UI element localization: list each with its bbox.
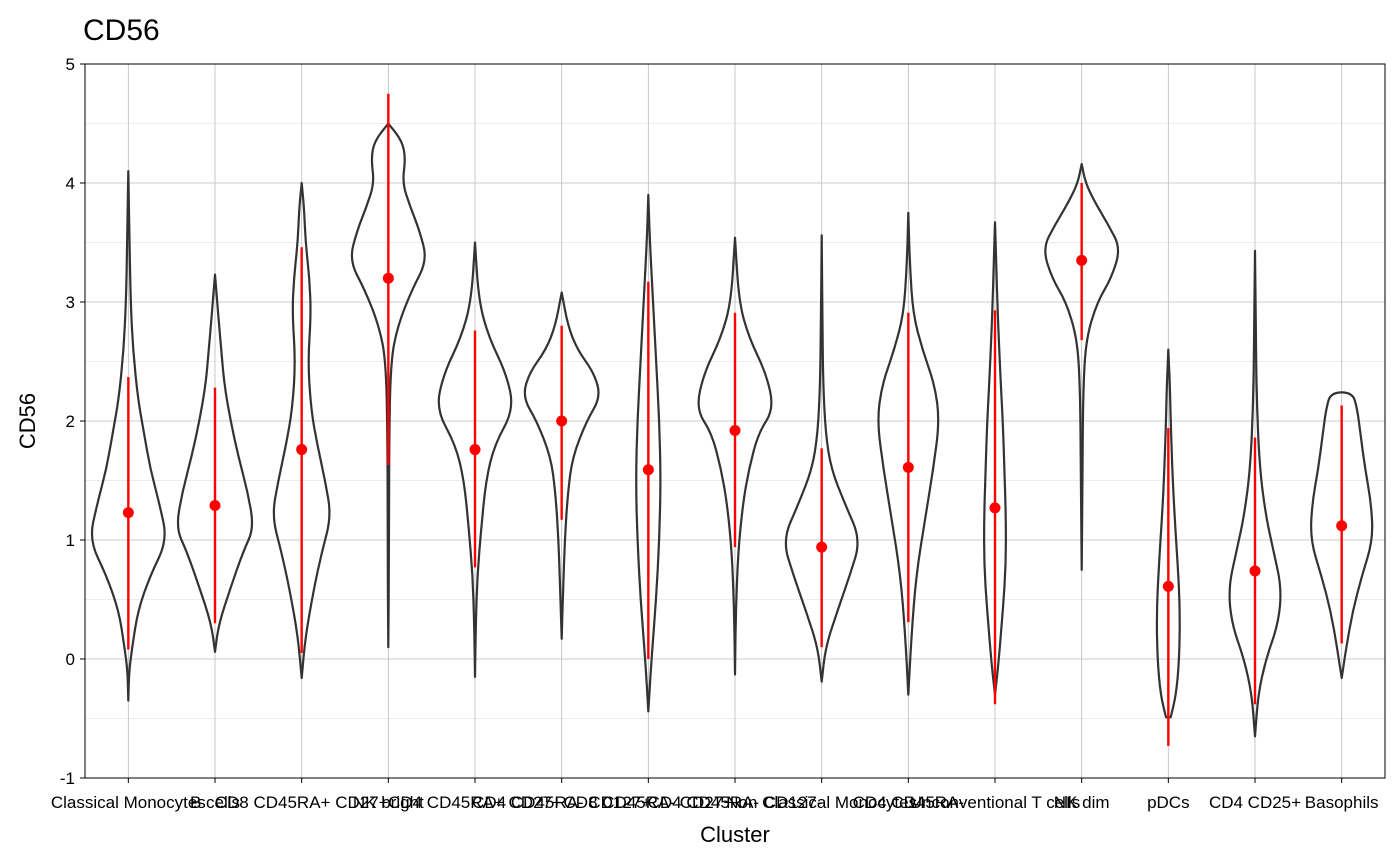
x-tick-label: Classical Monocytes xyxy=(51,793,206,812)
x-tick-label: NK bright xyxy=(353,793,424,812)
chart-title: CD56 xyxy=(83,14,160,47)
x-axis-title: Cluster xyxy=(700,822,770,847)
x-tick-label: CD4 CD45RA- CD127- xyxy=(648,793,823,812)
mean-point xyxy=(902,461,914,473)
violin-basophils xyxy=(1310,391,1374,680)
y-tick-label: 3 xyxy=(66,293,75,312)
y-tick-label: 1 xyxy=(66,531,75,550)
x-tick-label: pDCs xyxy=(1147,793,1190,812)
y-tick-label: 4 xyxy=(66,174,75,193)
violins xyxy=(90,122,1374,738)
x-tick-label: CD8 CD45RA+ CD27+ xyxy=(215,793,389,812)
mean-point xyxy=(642,464,654,476)
x-tick-label: CD8 CD45RA- CD27+ xyxy=(564,793,734,812)
mean-point xyxy=(729,425,741,437)
violin-cd8-cd45ra-cd27- xyxy=(272,181,331,680)
x-tick-label: CD4 CD45RA- xyxy=(853,793,964,812)
violin-unconventional-t-cells xyxy=(983,221,1007,696)
x-tick-label: B cells xyxy=(190,793,240,812)
y-axis-title: CD56 xyxy=(15,393,40,449)
violin-nk-dim xyxy=(1044,162,1120,571)
x-tick-label: Non Classical Monocytes xyxy=(726,793,917,812)
violin-cd8-cd45ra-cd27- xyxy=(635,193,662,713)
violin-cd4-cd25- xyxy=(1228,249,1282,738)
violin-b-cells xyxy=(176,273,254,653)
mean-point xyxy=(296,444,308,456)
summary-marks xyxy=(122,93,1348,746)
mean-point xyxy=(209,499,221,511)
mean-point xyxy=(1162,580,1174,592)
y-tick-label: 2 xyxy=(66,412,75,431)
mean-point xyxy=(816,541,828,553)
violin-cd4-cd45ra- xyxy=(877,211,940,696)
violin-non-classical-monocytes xyxy=(784,234,859,683)
violin-pdcs xyxy=(1155,348,1181,719)
mean-point xyxy=(1076,254,1088,266)
mean-point xyxy=(122,507,134,519)
violin-cd4-cd45ra-cd27- xyxy=(437,241,513,678)
x-tick-label: CD4 CD45RA+ CD27+ xyxy=(388,793,562,812)
mean-point xyxy=(469,444,481,456)
x-tick-label: Basophils xyxy=(1305,793,1379,812)
y-tick-label: 0 xyxy=(66,650,75,669)
mean-point xyxy=(556,415,568,427)
violin-nk-bright xyxy=(350,122,426,649)
x-tick-label: CD4 CD25+ xyxy=(1209,793,1301,812)
mean-point xyxy=(1249,565,1261,577)
violin-classical-monocytes xyxy=(90,170,166,702)
mean-point xyxy=(989,502,1001,514)
mean-point xyxy=(1336,520,1348,532)
violin-cd4-cd45ra-cd127- xyxy=(697,236,773,676)
x-tick-label: Unconventional T cells xyxy=(910,793,1080,812)
mean-point xyxy=(382,272,394,284)
y-tick-label: 5 xyxy=(66,55,75,74)
x-tick-label: CD4 CD45RA- CD127+ xyxy=(472,793,651,812)
y-tick-label: -1 xyxy=(60,769,75,788)
x-tick-label: NK dim xyxy=(1054,793,1110,812)
violin-cd4-cd45ra-cd127- xyxy=(523,291,600,640)
